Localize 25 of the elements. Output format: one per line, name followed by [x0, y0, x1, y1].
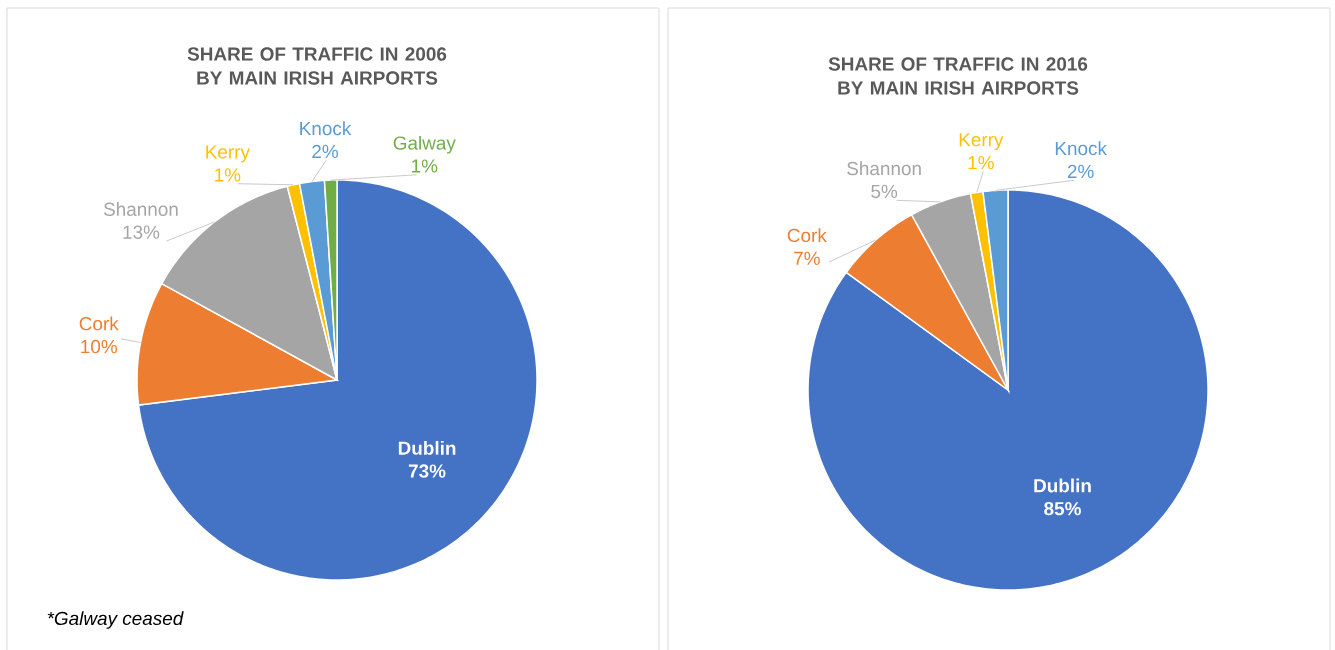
slice-label: Knock — [1055, 141, 1107, 156]
data-label: 1% — [412, 159, 438, 173]
slice-label: Shannon — [847, 161, 921, 176]
data-label: 5% — [871, 184, 898, 199]
data-label: 85% — [1044, 501, 1081, 516]
slice-label: Cork — [787, 228, 827, 243]
slice-label: Kerry — [206, 145, 250, 163]
data-label: 1% — [968, 155, 994, 170]
text: *Galway ceased — [47, 611, 184, 629]
chart-title: SHARE OF TRAFFIC IN 2016 BY MAIN IRISH AIRPORTS — [828, 57, 1088, 95]
data-label: 73% — [408, 464, 446, 478]
slice-label: Galway — [393, 135, 456, 154]
slice-label: Dublin — [1034, 478, 1091, 493]
data-label: 2% — [1067, 164, 1094, 179]
data-label: 10% — [81, 339, 117, 354]
data-label: 2% — [312, 144, 338, 159]
chart-title: SHARE OF TRAFFIC IN 2006 BY MAIN IRISH AIRPORTS — [187, 47, 447, 85]
slice-label: Knock — [300, 121, 352, 136]
data-label: 7% — [794, 251, 820, 265]
slice-label: Cork — [79, 316, 119, 331]
slice-label: Dublin — [398, 440, 456, 455]
slice-label: Shannon — [103, 202, 178, 216]
data-label: 13% — [123, 225, 160, 239]
data-label: 1% — [215, 168, 241, 182]
slice-label: Kerry — [959, 133, 1004, 151]
